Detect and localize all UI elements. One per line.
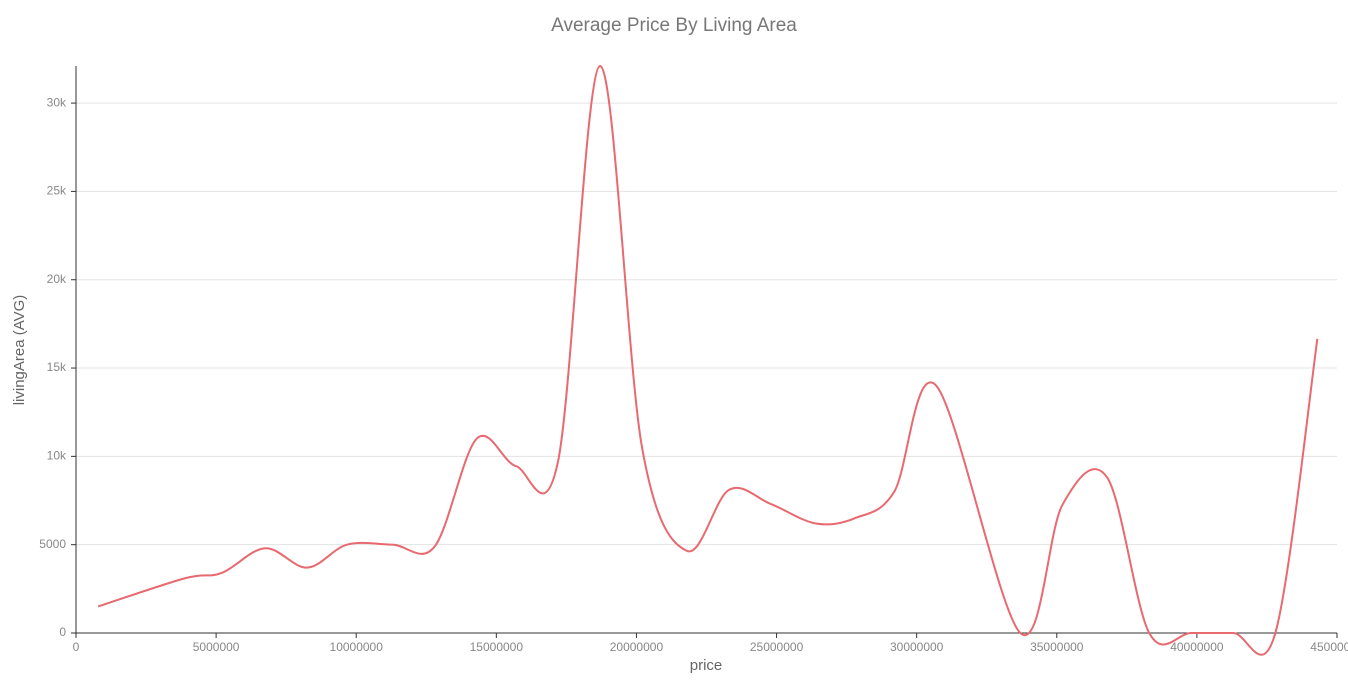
x-tick-label: 25000000 <box>750 640 804 654</box>
x-tick-label: 30000000 <box>890 640 944 654</box>
y-tick-label: 5000 <box>39 537 66 551</box>
x-tick-label: 20000000 <box>610 640 664 654</box>
y-tick-label: 0 <box>59 625 66 639</box>
x-tick-label: 0 <box>73 640 80 654</box>
y-tick-label: 10k <box>47 449 67 463</box>
y-tick-label: 15k <box>47 360 67 374</box>
y-tick-label: 25k <box>47 184 67 198</box>
y-axis-title: livingArea (AVG) <box>11 295 28 406</box>
y-tick-label: 30k <box>47 95 67 109</box>
x-tick-label: 35000000 <box>1030 640 1084 654</box>
x-tick-label: 5000000 <box>193 640 240 654</box>
x-axis-title: price <box>690 657 723 674</box>
y-tick-label: 20k <box>47 272 67 286</box>
x-tick-label: 10000000 <box>330 640 384 654</box>
line <box>97 64 1319 656</box>
x-tick-label: 15000000 <box>470 640 524 654</box>
x-tick-label: 45000000 <box>1310 640 1348 654</box>
x-tick-label: 40000000 <box>1170 640 1224 654</box>
chart-title: Average Price By Living Area <box>551 15 797 36</box>
